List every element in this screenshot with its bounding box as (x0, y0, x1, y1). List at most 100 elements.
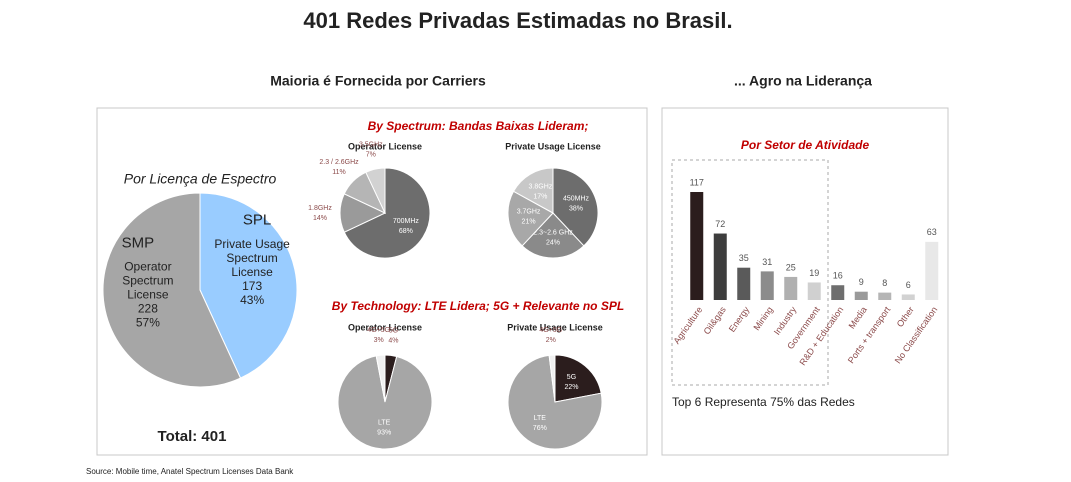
pie-slice (199, 192, 298, 379)
section-title: By Spectrum: Bandas Baixas Lideram; (368, 119, 589, 133)
bar-value-label: 25 (786, 262, 796, 272)
pie-slice (375, 354, 386, 403)
slice-percent: 38% (569, 206, 583, 213)
x-tick-label: Mining (751, 305, 774, 332)
slice-description: Operator (124, 260, 171, 274)
pie-slice (507, 190, 554, 247)
x-tick-label: Agriculture (671, 305, 704, 346)
slice-percent: 57% (136, 316, 160, 330)
source-note: Source: Mobile time, Anatel Spectrum Lic… (86, 467, 294, 476)
slice-name: 3.7GHz (517, 209, 541, 216)
slice-value: 228 (138, 302, 158, 316)
bar (925, 241, 939, 300)
slice-name: 2.3 / 2.6GHz (319, 159, 359, 166)
slice-name: 5G (567, 374, 576, 381)
bar-value-label: 19 (809, 268, 819, 278)
bar-value-label: 117 (690, 177, 704, 187)
bar-value-label: 31 (762, 257, 772, 267)
slice-name: 700MHz (393, 218, 420, 225)
left-heading: Maioria é Fornecida por Carriers (270, 73, 486, 89)
pie-title: Operator License (348, 141, 422, 151)
bar (878, 292, 892, 300)
pie-slice (343, 167, 431, 259)
x-tick-label: Ports + transport (846, 304, 893, 365)
bar (737, 267, 751, 300)
pie-title: Private Usage License (507, 322, 603, 332)
bar (831, 285, 845, 300)
x-tick-label: Energy (727, 304, 752, 334)
slice-name: LTE (378, 420, 391, 427)
slice-description: Spectrum (226, 251, 277, 265)
x-tick-label: Media (847, 305, 869, 331)
slice-name: 2.3~2.6 GHz (533, 230, 573, 237)
bar (713, 233, 727, 300)
section-title: By Technology: LTE Lidera; 5G + Relevant… (332, 299, 624, 313)
slice-value: 173 (242, 279, 262, 293)
pie-title: Private Usage License (505, 141, 601, 151)
slice-percent: 68% (399, 228, 413, 235)
chart-title: Por Setor de Atividade (741, 138, 870, 152)
slice-percent: 17% (533, 194, 547, 201)
x-tick-label: R&D + Education (797, 305, 845, 368)
total-label: Total: 401 (158, 428, 227, 445)
bar-value-label: 16 (833, 271, 843, 281)
pie-slice (365, 167, 386, 214)
bar (807, 282, 821, 300)
slice-name: 1.8GHz (308, 205, 332, 212)
left-panel (96, 107, 648, 456)
x-tick-label: No Classification (893, 305, 940, 366)
slice-name: 3.5GHz (359, 141, 383, 148)
slice-percent: 14% (313, 215, 327, 222)
pie-slice (521, 212, 585, 259)
slide-title: 401 Redes Privadas Estimadas no Brasil. (303, 8, 732, 33)
highlight-box (671, 159, 829, 386)
slice-percent: 22% (564, 384, 578, 391)
pie-slice (552, 167, 599, 247)
slice-percent: 24% (546, 240, 560, 247)
bar-value-label: 35 (739, 253, 749, 263)
slice-percent: 93% (377, 430, 391, 437)
pie-title: Por Licença de Espectro (124, 171, 277, 187)
pie-slice (554, 354, 602, 403)
bar (760, 271, 774, 300)
bar (690, 192, 704, 300)
slice-name: 4G+5G (367, 327, 390, 334)
slice-percent: 76% (533, 425, 547, 432)
slice-name: LTE (534, 415, 547, 422)
slice-name: 4G+5G (539, 327, 562, 334)
slice-percent: 7% (366, 151, 376, 158)
pie-slice (548, 354, 556, 403)
slice-percent: 3% (374, 337, 384, 344)
slice-description: License (127, 288, 169, 302)
pie-slice (102, 192, 242, 388)
bar-value-label: 6 (906, 280, 911, 290)
slice-name: 3.8GHz (529, 184, 553, 191)
right-heading: ... Agro na Liderança (734, 73, 872, 89)
x-tick-label: Other (895, 305, 916, 329)
bar (784, 276, 798, 300)
slice-description: Spectrum (122, 274, 173, 288)
bar (854, 291, 868, 300)
pie-title: Operator License (348, 322, 422, 332)
bar-value-label: 9 (859, 277, 864, 287)
slice-percent: 4% (388, 337, 398, 344)
slice-name: SMP (122, 234, 155, 251)
bar-value-label: 8 (882, 278, 887, 288)
slice-name: 5G (389, 327, 398, 334)
slice-percent: 21% (522, 219, 536, 226)
slice-name: SPL (243, 212, 271, 229)
chart-note: Top 6 Representa 75% das Redes (672, 395, 855, 409)
pie-slice (507, 354, 603, 450)
slice-percent: 11% (332, 169, 346, 176)
pie-slice (337, 355, 433, 450)
slice-description: Private Usage (214, 237, 290, 251)
bar (901, 294, 915, 300)
x-tick-label: Oil&gas (702, 304, 729, 336)
slice-percent: 2% (546, 337, 556, 344)
right-panel (661, 107, 949, 456)
pie-slice (512, 167, 554, 214)
slice-description: License (231, 265, 273, 279)
slice-percent: 43% (240, 293, 264, 307)
